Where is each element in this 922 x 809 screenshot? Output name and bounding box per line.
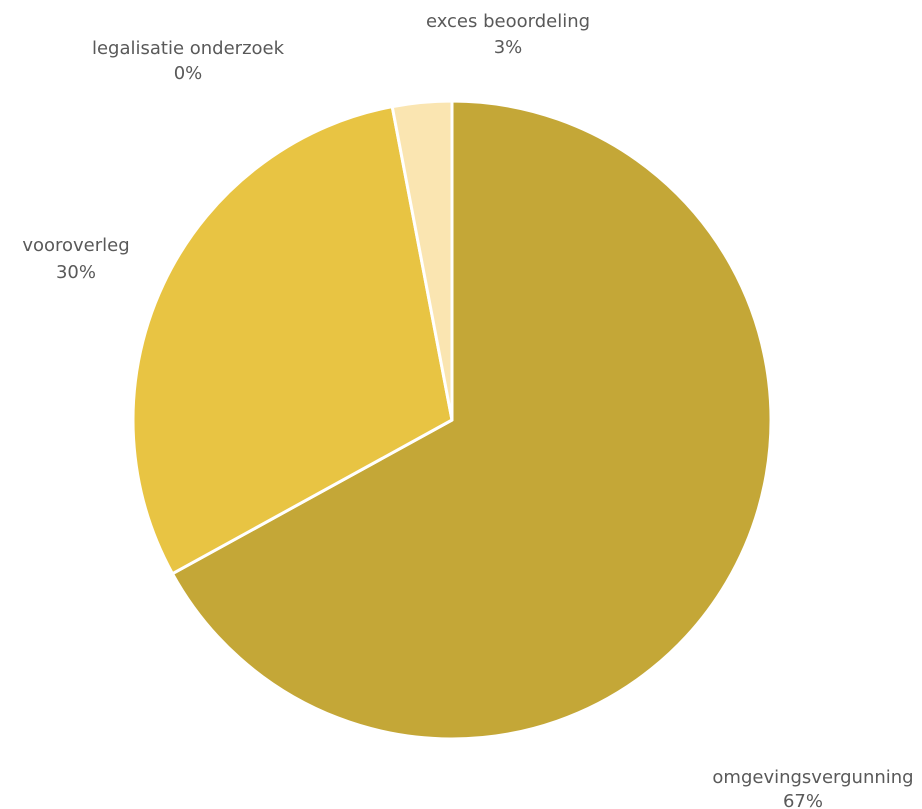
slice-label-exces-beoordeling: exces beoordeling: [426, 11, 590, 32]
slice-value-vooroverleg: 30%: [56, 262, 96, 283]
slice-label-legalisatie-onderzoek: legalisatie onderzoek: [92, 38, 285, 59]
slice-value-exces-beoordeling: 3%: [494, 37, 523, 58]
pie-slice-vooroverleg: [131, 105, 454, 576]
pie-slice-exces-beoordeling: [390, 99, 454, 422]
pie-slice-omgevingsvergunning: [170, 99, 773, 741]
slice-value-omgevingsvergunning: 67%: [783, 791, 823, 809]
slice-value-legalisatie-onderzoek: 0%: [174, 63, 203, 84]
slice-label-vooroverleg: vooroverleg: [22, 235, 129, 256]
pie-slices: [131, 99, 773, 741]
slice-label-omgevingsvergunning: omgevingsvergunning: [712, 767, 913, 788]
